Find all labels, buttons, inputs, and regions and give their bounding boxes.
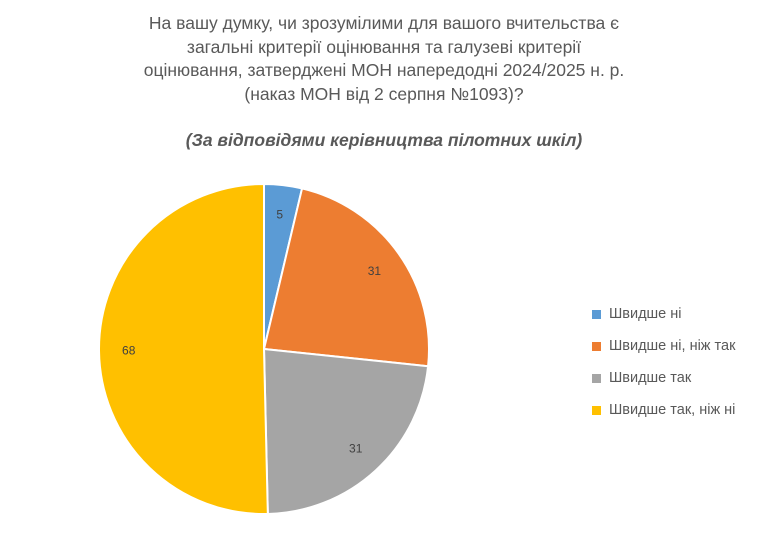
legend-item: Швидше ні [592, 298, 735, 330]
chart-subtitle: (За відповідями керівництва пілотних шкі… [185, 130, 583, 150]
data-label: 5 [276, 208, 283, 222]
legend-label: Швидше так, ніж ні [609, 402, 736, 418]
chart-title-line: загальні критерії оцінювання та галузеві… [186, 36, 582, 57]
pie-slice [262, 187, 430, 368]
pie-slice [98, 182, 269, 515]
chart-title-line: оцінювання, затверджені МОН напередодні … [143, 60, 625, 80]
legend-item: Швидше так, ніж ні [592, 394, 735, 426]
data-label: 68 [122, 344, 136, 358]
legend-swatch [592, 341, 601, 351]
legend-swatch [592, 373, 601, 383]
legend-label: Швидше ні, ніж так [609, 338, 736, 354]
legend-swatch [592, 309, 601, 319]
chart-title: На вашу думку, чи зрозумілими для вашого… [40, 12, 728, 106]
data-label: 31 [368, 264, 382, 278]
pie-slice [262, 347, 430, 515]
data-label: 31 [349, 441, 363, 455]
legend-label: Швидше так [609, 370, 692, 386]
legend-item: Швидше ні, ніж так [592, 330, 735, 362]
chart-title-line: На вашу думку, чи зрозумілими для вашого… [148, 13, 620, 33]
chart-title-line: (наказ МОН від 2 серпня №1093)? [244, 83, 524, 104]
legend-swatch [592, 405, 601, 415]
chart-legend: Швидше ні Швидше ні, ніж так Швидше так Шви… [592, 298, 735, 426]
legend-label: Швидше ні [609, 306, 682, 322]
legend-item: Швидше так [592, 362, 735, 394]
